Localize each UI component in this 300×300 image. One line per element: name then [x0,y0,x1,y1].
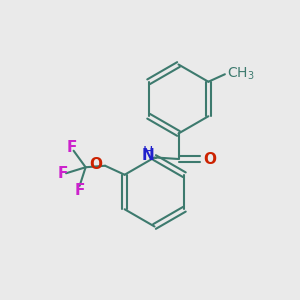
Text: N: N [142,148,155,164]
Text: CH$_3$: CH$_3$ [227,66,255,82]
Text: F: F [74,183,85,198]
Text: F: F [57,166,68,181]
Text: F: F [67,140,77,155]
Text: H: H [142,145,153,159]
Text: O: O [204,152,217,166]
Text: O: O [90,157,103,172]
